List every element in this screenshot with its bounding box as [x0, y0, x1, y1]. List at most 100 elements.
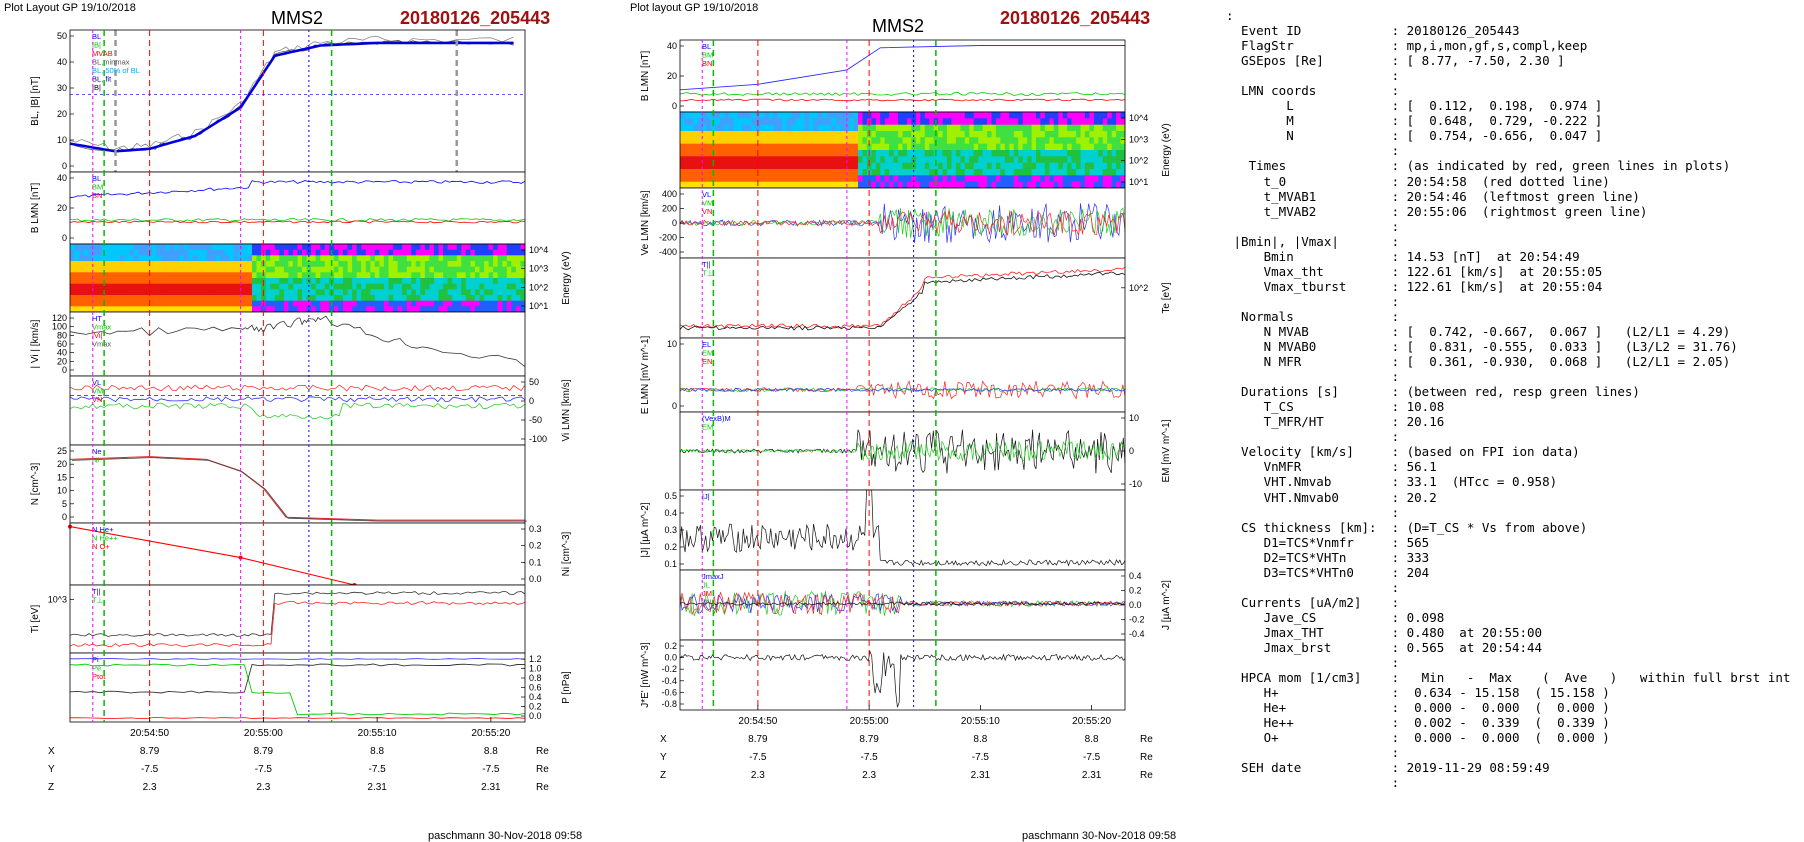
- spectrogram-cell: [474, 283, 480, 290]
- spectrogram-cell: [465, 255, 471, 262]
- spectrogram-cell: [279, 272, 285, 279]
- info-line: Jmax_brst : 0.565 at 20:54:44: [1263, 639, 1543, 655]
- legend-entry: EM: [702, 423, 713, 432]
- spectrogram-cell: [1111, 175, 1117, 183]
- panel-bg: [70, 523, 525, 585]
- spectrogram-cell: [211, 289, 216, 296]
- spectrogram-cell: [147, 255, 153, 262]
- spectrogram-cell: [174, 255, 180, 262]
- spectrogram-cell: [858, 143, 863, 151]
- spectrogram-cell: [461, 261, 467, 268]
- spectrogram-cell: [206, 300, 212, 307]
- data-line: [679, 650, 1126, 708]
- spectrogram-cell: [995, 131, 1001, 138]
- spectrogram-cell: [497, 244, 503, 251]
- spectrogram-cell: [880, 162, 886, 170]
- spectrogram-cell: [795, 131, 801, 138]
- spectrogram-cell: [197, 272, 203, 279]
- spectrogram-cell: [960, 137, 966, 145]
- spectrogram-cell: [138, 244, 144, 251]
- spectrogram-cell: [424, 249, 430, 256]
- spectrogram-cell: [129, 283, 135, 290]
- spectrogram-cell: [292, 306, 298, 313]
- spectrogram-cell: [270, 306, 276, 313]
- spectrogram-cell: [760, 175, 766, 183]
- spectrogram-cell: [777, 118, 783, 126]
- spectrogram-cell: [702, 169, 708, 176]
- spectrogram-cell: [858, 181, 863, 189]
- spectrogram-cell: [110, 289, 116, 296]
- spectrogram-cell: [434, 295, 439, 302]
- tick-label: 0: [62, 512, 67, 522]
- spectrogram-cell: [791, 118, 797, 126]
- spectrogram-cell: [1107, 143, 1113, 151]
- spectrogram-cell: [120, 261, 125, 268]
- spectrogram-cell: [706, 156, 712, 164]
- spectrogram-cell: [853, 169, 859, 176]
- spectrogram-cell: [520, 300, 526, 307]
- info-line: Bmin : 14.53 [nT] at 20:54:49: [1263, 248, 1580, 264]
- spectrogram-cell: [1107, 156, 1113, 164]
- legend-entry: VL: [702, 190, 711, 199]
- spectrogram-cell: [129, 244, 135, 251]
- spectrogram-cell: [1089, 162, 1095, 170]
- spectrogram-cell: [995, 124, 1001, 132]
- spectrogram-cell: [751, 131, 757, 138]
- spectrogram-cell: [880, 175, 886, 183]
- spectrogram-cell: [1022, 150, 1028, 157]
- spectrogram-cell: [822, 175, 828, 183]
- spectrogram-cell: [115, 278, 121, 285]
- spectrogram-cell: [902, 169, 908, 176]
- spectrogram-cell: [929, 124, 935, 132]
- spectrogram-cell: [129, 289, 135, 296]
- spectrogram-cell: [1044, 162, 1050, 170]
- spectrogram-cell: [297, 261, 303, 268]
- spectrogram-cell: [884, 143, 890, 151]
- ephemeris-value: 8.8: [370, 746, 384, 757]
- spectrogram-cell: [242, 278, 248, 285]
- spectrogram-cell: [420, 295, 426, 302]
- spectrogram-cell: [142, 261, 148, 268]
- spectrogram-cell: [880, 181, 886, 189]
- spectrogram-cell: [356, 244, 362, 251]
- spectrogram-cell: [297, 272, 303, 279]
- spectrogram-cell: [1040, 112, 1046, 119]
- axis-label: B LMN [nT]: [30, 183, 41, 234]
- spectrogram-cell: [188, 278, 194, 285]
- spectrogram-cell: [165, 278, 171, 285]
- spectrogram-cell: [470, 249, 476, 256]
- spectrogram-cell: [1009, 181, 1015, 189]
- spectrogram-cell: [261, 255, 267, 262]
- spectrogram-cell: [70, 306, 75, 313]
- spectrogram-cell: [461, 306, 467, 313]
- spectrogram-cell: [142, 306, 148, 313]
- spectrogram-cell: [782, 181, 788, 189]
- spectrogram-cell: [356, 249, 362, 256]
- spectrogram-cell: [982, 131, 988, 138]
- spectrogram-cell: [875, 137, 881, 145]
- legend-entry: BL, 50% of BL: [92, 66, 140, 75]
- axis-label: Ve LMN [km/s]: [640, 190, 651, 255]
- spectrogram-cell: [129, 306, 135, 313]
- spectrogram-cell: [479, 306, 485, 313]
- spectrogram-cell: [1098, 112, 1104, 119]
- spectrogram-cell: [365, 266, 371, 273]
- spectrogram-cell: [951, 143, 957, 151]
- spectrogram-cell: [488, 266, 494, 273]
- spectrogram-cell: [211, 278, 216, 285]
- spectrogram-cell: [283, 283, 289, 290]
- tick-label: 10^2: [1129, 156, 1148, 166]
- spectrogram-cell: [760, 162, 766, 170]
- spectrogram-cell: [452, 306, 458, 313]
- spectrogram-cell: [265, 272, 271, 279]
- spectrogram-cell: [697, 143, 703, 151]
- spectrogram-cell: [461, 249, 467, 256]
- spectrogram-cell: [211, 272, 216, 279]
- spectrogram-cell: [497, 266, 503, 273]
- spectrogram-cell: [746, 131, 752, 138]
- spectrogram-cell: [488, 295, 494, 302]
- spectrogram-cell: [871, 118, 877, 126]
- legend-entry: BN: [92, 191, 102, 200]
- data-line: [70, 658, 526, 660]
- spectrogram-cell: [1111, 143, 1117, 151]
